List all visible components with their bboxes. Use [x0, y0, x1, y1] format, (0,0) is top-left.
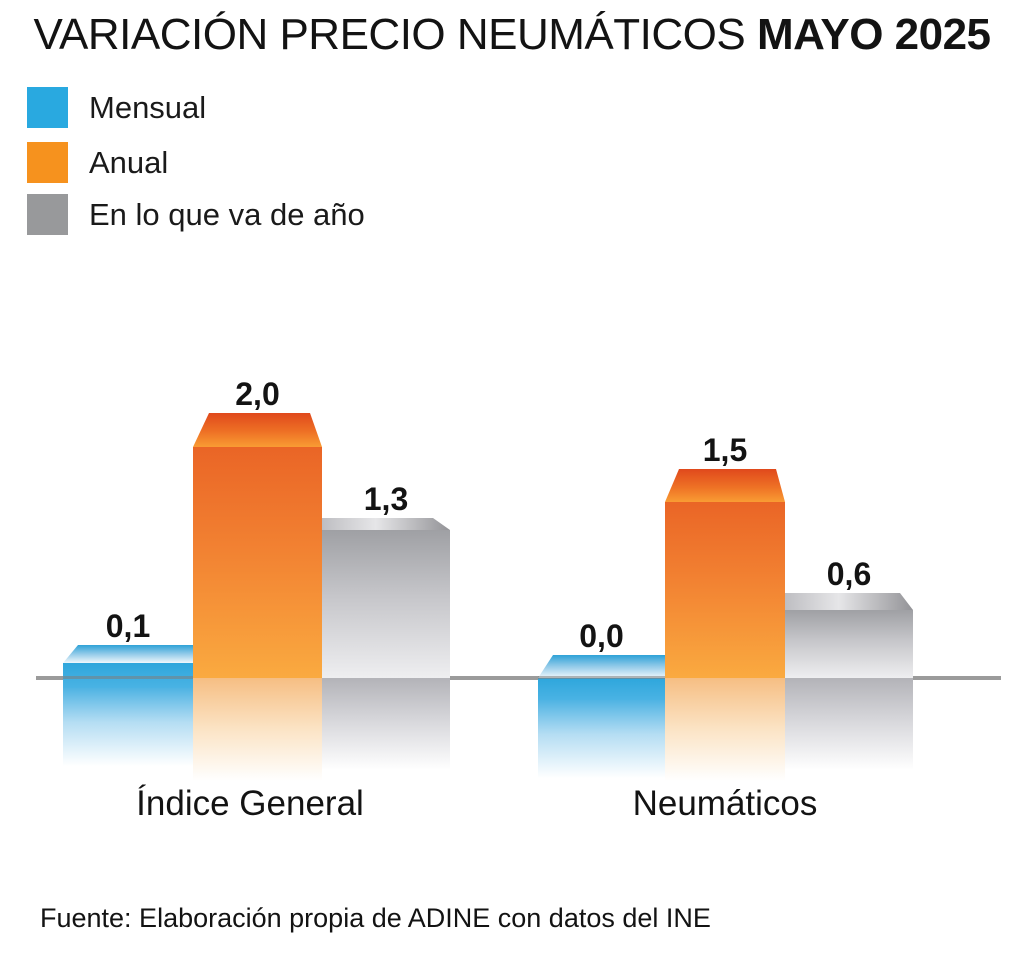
bar-top-face-anual-indice: [193, 413, 322, 447]
bar-anual-neumaticos: [665, 502, 785, 678]
bar-reflection-ytd-neumaticos: [785, 678, 913, 778]
category-label-indice-general: Índice General: [136, 784, 364, 823]
legend-swatch-ytd: [27, 194, 68, 235]
legend-swatch-anual: [27, 142, 68, 183]
bar-top-face-ytd-neumaticos: [785, 593, 913, 610]
baseline-overlay-mensual-indice: [63, 676, 193, 679]
bar-ytd-neumaticos: [785, 610, 913, 678]
chart-title: VARIACIÓN PRECIO NEUMÁTICOS MAYO 2025: [0, 10, 1024, 60]
category-label-neumaticos: Neumáticos: [632, 784, 818, 823]
legend-item-mensual: Mensual: [27, 87, 206, 128]
bar-mensual-indice: [63, 663, 193, 688]
bar-mensual-neumaticos: [538, 678, 665, 700]
value-label-anual-indice: 2,0: [235, 376, 280, 412]
legend-item-ytd: En lo que va de año: [27, 194, 365, 235]
bar-top-face-anual-neumaticos: [665, 469, 785, 502]
bar-reflection-mensual-neumaticos: [538, 700, 665, 785]
value-label-anual-neumaticos: 1,5: [702, 432, 748, 468]
chart-title-bold: MAYO 2025: [756, 10, 991, 59]
value-label-mensual-neumaticos: 0,0: [579, 618, 624, 654]
legend-item-anual: Anual: [27, 142, 168, 183]
source-note: Fuente: Elaboración propia de ADINE con …: [40, 903, 711, 933]
legend-label-anual: Anual: [89, 144, 169, 180]
bar-reflection-anual-neumaticos: [665, 678, 785, 790]
bar-reflection-mensual-indice: [63, 688, 193, 773]
x-axis-baseline: [36, 676, 1001, 680]
bar-top-face-mensual-neumaticos: [538, 655, 665, 678]
value-label-ytd-indice: 1,3: [363, 481, 409, 517]
legend-label-mensual: Mensual: [89, 89, 207, 125]
baseline-overlay-mensual-neumaticos: [538, 676, 665, 679]
bar-reflection-anual-indice: [193, 678, 322, 790]
legend-swatch-mensual: [27, 87, 68, 128]
bar-top-face-mensual-indice: [63, 645, 193, 663]
bar-reflection-ytd-indice: [322, 678, 450, 778]
value-label-ytd-neumaticos: 0,6: [826, 556, 872, 592]
bar-anual-indice: [193, 447, 322, 678]
chart-title-regular: VARIACIÓN PRECIO NEUMÁTICOS: [33, 10, 757, 59]
bar-ytd-indice: [322, 530, 450, 678]
value-label-mensual-indice: 0,1: [105, 608, 151, 644]
bar-top-face-ytd-indice: [322, 518, 450, 530]
legend-label-ytd: En lo que va de año: [89, 196, 365, 232]
